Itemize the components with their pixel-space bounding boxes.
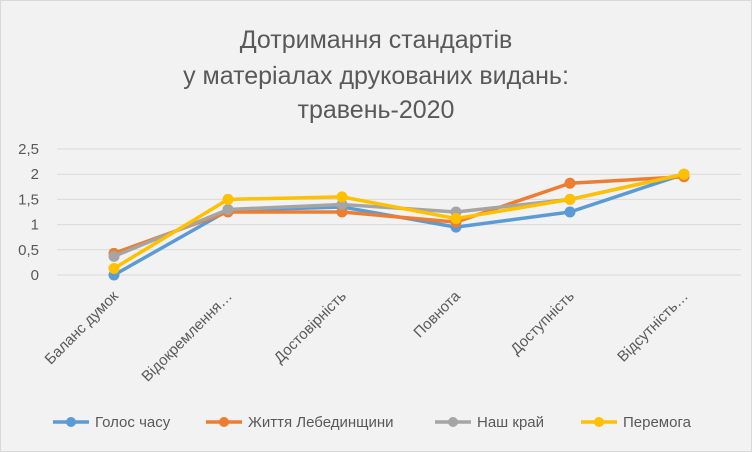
data-point — [222, 203, 234, 215]
legend-label: Наш край — [477, 414, 544, 431]
data-point — [678, 168, 690, 180]
legend-swatch-marker — [66, 417, 76, 427]
y-tick-label: 0,5 — [18, 242, 39, 259]
y-tick-label: 1 — [31, 217, 39, 234]
legend-label: Голос часу — [95, 414, 171, 431]
y-tick-label: 0 — [31, 267, 39, 284]
y-tick-label: 2,5 — [18, 141, 39, 158]
series-4 — [108, 168, 690, 274]
x-category-label: Достовірність — [271, 288, 350, 367]
chart-title: Дотримання стандартів у матеріалах друко… — [183, 26, 569, 124]
data-point — [564, 177, 576, 189]
series-line — [112, 172, 686, 271]
y-tick-label: 1,5 — [18, 191, 39, 208]
data-point — [564, 206, 576, 218]
chart-title-line-3: травень-2020 — [298, 96, 455, 124]
legend-swatch-marker — [448, 417, 458, 427]
chart-title-line-1: Дотримання стандартів — [240, 26, 513, 54]
legend-item: Голос часу — [53, 414, 171, 431]
series-2 — [108, 171, 690, 259]
y-axis-tick-labels: 0 0,5 1 1,5 2 2,5 — [18, 141, 39, 284]
x-category-label: Відокремлення… — [138, 288, 235, 385]
legend-swatch-marker — [594, 417, 604, 427]
series-lines — [108, 168, 690, 281]
data-point — [336, 191, 348, 203]
legend-label: Життя Лебединщини — [248, 414, 394, 431]
x-category-label: Повнота — [410, 287, 464, 341]
data-point — [108, 262, 120, 274]
data-point — [108, 250, 120, 262]
x-category-label: Баланс думок — [42, 288, 123, 369]
data-point — [564, 193, 576, 205]
data-point — [450, 213, 462, 225]
legend-item: Наш край — [435, 414, 544, 431]
x-category-label: Відсутність… — [614, 288, 692, 366]
legend-label: Перемога — [623, 414, 692, 431]
chart-title-line-2: у матеріалах друкованих видань: — [183, 62, 569, 90]
legend-swatch-marker — [219, 417, 229, 427]
data-point — [222, 193, 234, 205]
legend-item: Життя Лебединщини — [206, 414, 394, 431]
y-tick-label: 2 — [31, 166, 39, 183]
legend: Голос часу Життя Лебединщини Наш край Перем… — [53, 414, 692, 431]
x-category-label: Доступність — [507, 288, 578, 359]
gridlines — [57, 148, 741, 276]
x-axis-category-labels: Баланс думок Відокремлення… Достовірність П… — [42, 287, 692, 385]
legend-item: Перемога — [581, 414, 692, 431]
